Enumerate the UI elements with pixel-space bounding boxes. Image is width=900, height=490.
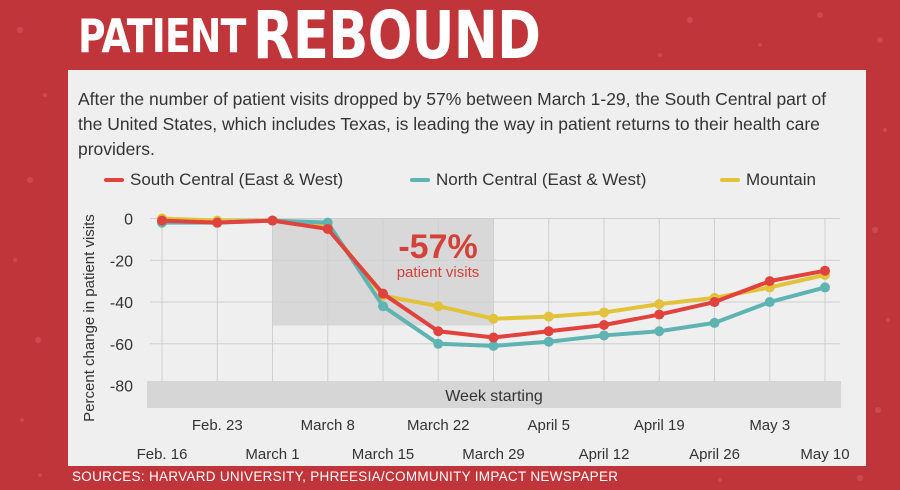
x-tick-label: May 10 <box>800 446 849 463</box>
x-axis-title: Week starting <box>445 388 543 405</box>
data-point-north-central <box>433 338 444 349</box>
data-point-south-central <box>322 223 333 234</box>
data-point-south-central <box>433 326 444 337</box>
legend-item-south-central: South Central (East & West) <box>104 170 343 190</box>
x-tick-label: March 8 <box>301 417 355 434</box>
data-point-south-central <box>654 309 665 320</box>
x-tick-label: March 29 <box>462 446 525 463</box>
headline-word-patient: PATIENT <box>78 9 246 63</box>
x-tick-label: March 22 <box>407 417 470 434</box>
chart-description: After the number of patient visits dropp… <box>78 89 827 159</box>
legend-swatch-north-central <box>410 178 430 182</box>
data-point-mountain <box>488 313 499 324</box>
data-point-south-central <box>157 215 167 226</box>
headline: PATIENT REBOUND <box>78 0 612 72</box>
x-tick-label: Feb. 16 <box>137 446 188 463</box>
x-tick-label: Feb. 23 <box>192 417 243 434</box>
legend-swatch-mountain <box>720 178 740 182</box>
x-tick-label: April 5 <box>527 417 570 434</box>
data-point-mountain <box>433 301 444 312</box>
data-point-south-central <box>488 332 499 343</box>
legend-item-mountain: Mountain <box>720 170 816 190</box>
data-point-south-central <box>599 320 609 330</box>
data-point-north-central <box>378 301 388 312</box>
y-tick-label: -20 <box>110 253 133 270</box>
data-point-south-central <box>378 288 388 299</box>
data-point-north-central <box>764 297 775 308</box>
x-tick-label: April 26 <box>689 446 740 463</box>
y-tick-label: 0 <box>124 212 133 229</box>
x-tick-label: April 19 <box>634 417 685 434</box>
data-point-mountain <box>599 307 609 318</box>
headline-word-rebound: REBOUND <box>252 0 541 74</box>
data-point-north-central <box>543 336 554 347</box>
annotation-label: patient visits <box>397 264 480 281</box>
annotation-value: -57% <box>398 228 477 266</box>
data-point-south-central <box>709 297 720 308</box>
legend-label-north-central: North Central (East & West) <box>436 170 647 189</box>
data-point-south-central <box>212 217 223 228</box>
x-tick-label: May 3 <box>749 417 790 434</box>
y-tick-label: -80 <box>110 379 133 396</box>
x-tick-label: March 15 <box>352 446 415 463</box>
legend-label-south-central: South Central (East & West) <box>130 170 344 189</box>
x-tick-label: April 12 <box>579 446 630 463</box>
data-point-north-central <box>488 340 499 351</box>
legend-swatch-south-central <box>104 178 124 182</box>
data-point-south-central <box>764 276 775 287</box>
y-tick-label: -40 <box>110 295 133 312</box>
data-point-north-central <box>709 317 720 328</box>
data-point-mountain <box>543 311 554 322</box>
data-point-north-central <box>820 282 830 293</box>
x-tick-label: March 1 <box>245 446 299 463</box>
x-axis-title-band <box>147 381 841 408</box>
chart-legend: South Central (East & West) North Centra… <box>104 170 864 194</box>
y-tick-label: -60 <box>110 337 133 354</box>
data-point-south-central <box>820 265 830 276</box>
data-point-south-central <box>543 326 554 337</box>
source-credit: SOURCES: HARVARD UNIVERSITY, PHREESIA/CO… <box>72 469 619 484</box>
data-point-mountain <box>654 299 665 310</box>
data-point-north-central <box>599 330 609 341</box>
legend-label-mountain: Mountain <box>746 170 816 189</box>
data-point-north-central <box>654 326 665 337</box>
legend-item-north-central: North Central (East & West) <box>410 170 646 190</box>
data-point-south-central <box>267 215 278 226</box>
y-axis-title: Percent change in patient visits <box>81 214 98 422</box>
